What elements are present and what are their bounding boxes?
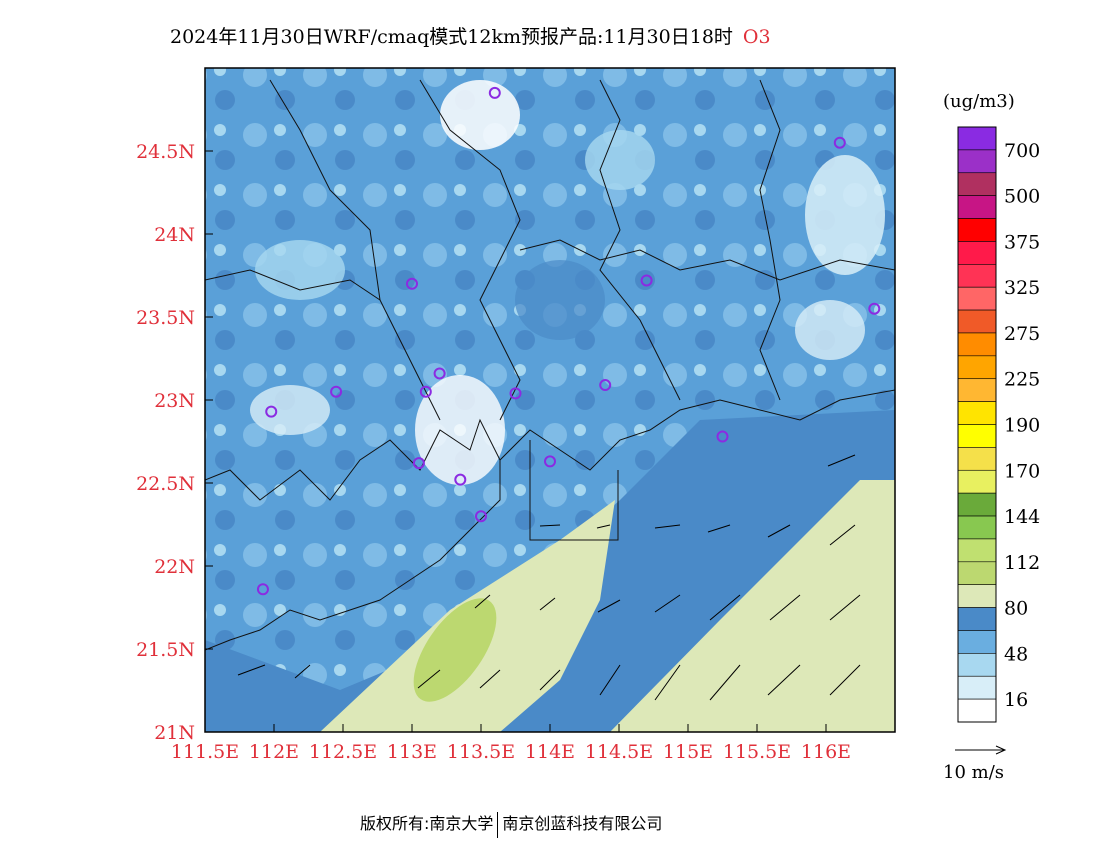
station-marker	[509, 387, 522, 400]
legend-swatch	[957, 332, 997, 357]
legend-swatch	[957, 126, 997, 151]
station-marker	[716, 430, 729, 443]
legend-swatch	[957, 653, 997, 677]
legend-swatch	[957, 492, 997, 517]
lon-tick-label: 113.5E	[447, 741, 515, 763]
legend-label: 190	[1004, 415, 1040, 437]
legend-label: 275	[1004, 323, 1040, 345]
station-marker	[412, 457, 425, 470]
legend-label: 80	[1004, 598, 1028, 620]
copyright-footer: 版权所有:南京大学 南京创蓝科技有限公司	[360, 810, 662, 838]
lon-tick-label: 115E	[663, 741, 713, 763]
lon-tick-label: 114E	[525, 741, 575, 763]
lon-tick-label: 112.5E	[309, 741, 377, 763]
concentration-field	[205, 68, 895, 732]
lon-tick-label: 113E	[387, 741, 437, 763]
lat-tick-label: 23.5N	[136, 307, 195, 329]
lat-tick-label: 24N	[154, 224, 195, 246]
wind-reference-label: 10 m/s	[943, 762, 1004, 783]
legend-swatch	[957, 698, 997, 723]
lon-tick-label: 116E	[801, 741, 851, 763]
station-marker	[833, 136, 846, 149]
copyright-right: 南京创蓝科技有限公司	[502, 814, 663, 833]
lon-tick-label: 111.5E	[171, 741, 239, 763]
legend-label: 144	[1004, 506, 1040, 528]
map-title: 2024年11月30日WRF/cmaq模式12km预报产品:11月30日18时 O…	[170, 22, 771, 49]
legend-label: 325	[1004, 277, 1040, 299]
ocean-zone-112-144	[413, 598, 497, 702]
legend-label: 170	[1004, 460, 1040, 482]
lat-tick-label: 23N	[154, 390, 195, 412]
legend-label: 700	[1004, 140, 1040, 162]
lat-tick-label: 24.5N	[136, 141, 195, 163]
station-marker	[419, 385, 432, 398]
longitude-axis: 111.5E 112E 112.5E 113E 113.5E 114E 114.5E 115E…	[171, 724, 851, 763]
legend-swatch	[957, 447, 997, 471]
station-marker	[330, 385, 343, 398]
lat-tick-label: 21.5N	[136, 639, 195, 661]
species-label: O3	[742, 26, 771, 48]
legend-labels: 700 500 375 325 275 225 190 170 144 112 80 48 16	[1004, 140, 1040, 711]
station-marker	[454, 473, 467, 486]
legend-swatch	[957, 401, 997, 425]
boundaries	[205, 79, 895, 651]
station-marker	[406, 277, 418, 290]
latitude-axis: 24.5N 24N 23.5N 23N 22.5N 22N 21.5N 21N	[136, 141, 213, 744]
ocean-zone-80-112-east	[610, 480, 895, 732]
legend-swatch	[957, 149, 997, 174]
legend-label: 48	[1004, 643, 1028, 665]
legend-swatch	[957, 218, 997, 242]
legend-swatch	[957, 309, 997, 334]
wind-vectors	[237, 454, 861, 701]
legend-swatch	[957, 264, 997, 288]
station-marker	[433, 367, 446, 380]
lon-tick-label: 115.5E	[723, 741, 791, 763]
legend-swatch	[957, 286, 997, 311]
legend-swatch	[957, 584, 997, 608]
legend-swatch	[957, 241, 997, 265]
legend-swatch	[957, 378, 997, 402]
legend-swatch	[957, 515, 997, 540]
station-markers	[256, 86, 881, 596]
legend-label: 112	[1004, 552, 1040, 574]
lat-tick-label: 21N	[154, 722, 195, 744]
station-marker	[640, 274, 653, 287]
station-marker	[488, 86, 501, 99]
legend-swatch	[957, 675, 997, 700]
station-marker	[256, 583, 269, 596]
legend-label: 375	[1004, 231, 1040, 253]
legend-swatch	[957, 424, 997, 448]
legend-colorbar	[957, 126, 997, 723]
lon-tick-label: 112E	[249, 741, 299, 763]
station-marker	[265, 405, 278, 418]
legend-label: 225	[1004, 369, 1040, 391]
legend-swatch	[957, 195, 997, 219]
lat-tick-label: 22.5N	[136, 473, 195, 495]
map-title-text: 2024年11月30日WRF/cmaq模式12km预报产品:11月30日18时	[170, 26, 733, 48]
legend-unit: (ug/m3)	[943, 91, 1015, 112]
legend-swatch	[957, 355, 997, 380]
legend-swatch	[957, 561, 997, 585]
lat-tick-label: 22N	[154, 556, 195, 578]
footer-separator	[497, 811, 499, 838]
copyright-left: 版权所有:南京大学	[360, 814, 494, 833]
legend-swatch	[957, 607, 997, 631]
legend-label: 16	[1004, 689, 1028, 711]
wind-reference-arrowhead	[995, 745, 1007, 755]
station-marker	[544, 455, 556, 468]
station-marker	[475, 510, 487, 523]
wind-reference: 10 m/s	[943, 745, 1007, 783]
station-marker	[599, 379, 612, 392]
legend-swatch	[957, 538, 997, 563]
station-marker	[868, 302, 881, 315]
legend-swatch	[957, 469, 997, 494]
legend-swatch	[957, 172, 997, 196]
legend-frame	[957, 126, 997, 723]
lon-tick-label: 114.5E	[585, 741, 653, 763]
legend-label: 500	[1004, 186, 1040, 208]
legend-swatch	[957, 630, 997, 654]
